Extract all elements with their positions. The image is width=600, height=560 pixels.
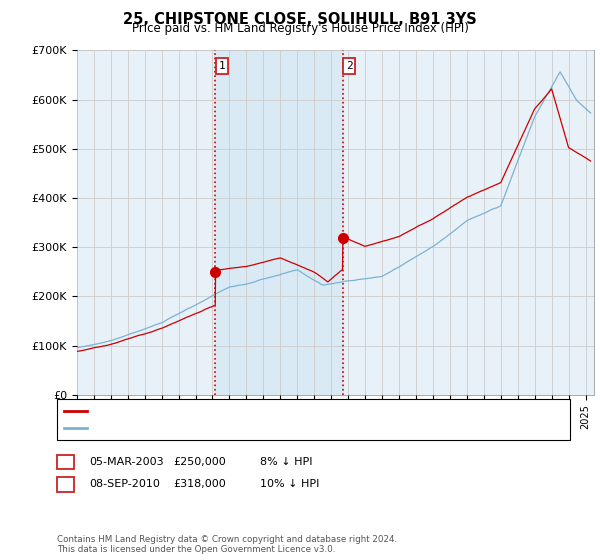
Text: 8% ↓ HPI: 8% ↓ HPI [260, 457, 313, 467]
Text: 2: 2 [62, 479, 69, 489]
Text: 10% ↓ HPI: 10% ↓ HPI [260, 479, 319, 489]
Text: 25, CHIPSTONE CLOSE, SOLIHULL, B91 3YS: 25, CHIPSTONE CLOSE, SOLIHULL, B91 3YS [123, 12, 477, 27]
Text: 2: 2 [346, 61, 353, 71]
Text: 08-SEP-2010: 08-SEP-2010 [89, 479, 160, 489]
Text: 25, CHIPSTONE CLOSE, SOLIHULL, B91 3YS (detached house): 25, CHIPSTONE CLOSE, SOLIHULL, B91 3YS (… [92, 405, 410, 416]
Text: £318,000: £318,000 [173, 479, 226, 489]
Text: 1: 1 [62, 457, 69, 467]
Text: Price paid vs. HM Land Registry's House Price Index (HPI): Price paid vs. HM Land Registry's House … [131, 22, 469, 35]
Text: 1: 1 [219, 61, 226, 71]
Text: 05-MAR-2003: 05-MAR-2003 [89, 457, 163, 467]
Text: Contains HM Land Registry data © Crown copyright and database right 2024.
This d: Contains HM Land Registry data © Crown c… [57, 535, 397, 554]
Bar [215, 50, 343, 395]
Text: £250,000: £250,000 [173, 457, 226, 467]
Text: HPI: Average price, detached house, Solihull: HPI: Average price, detached house, Soli… [92, 423, 323, 433]
